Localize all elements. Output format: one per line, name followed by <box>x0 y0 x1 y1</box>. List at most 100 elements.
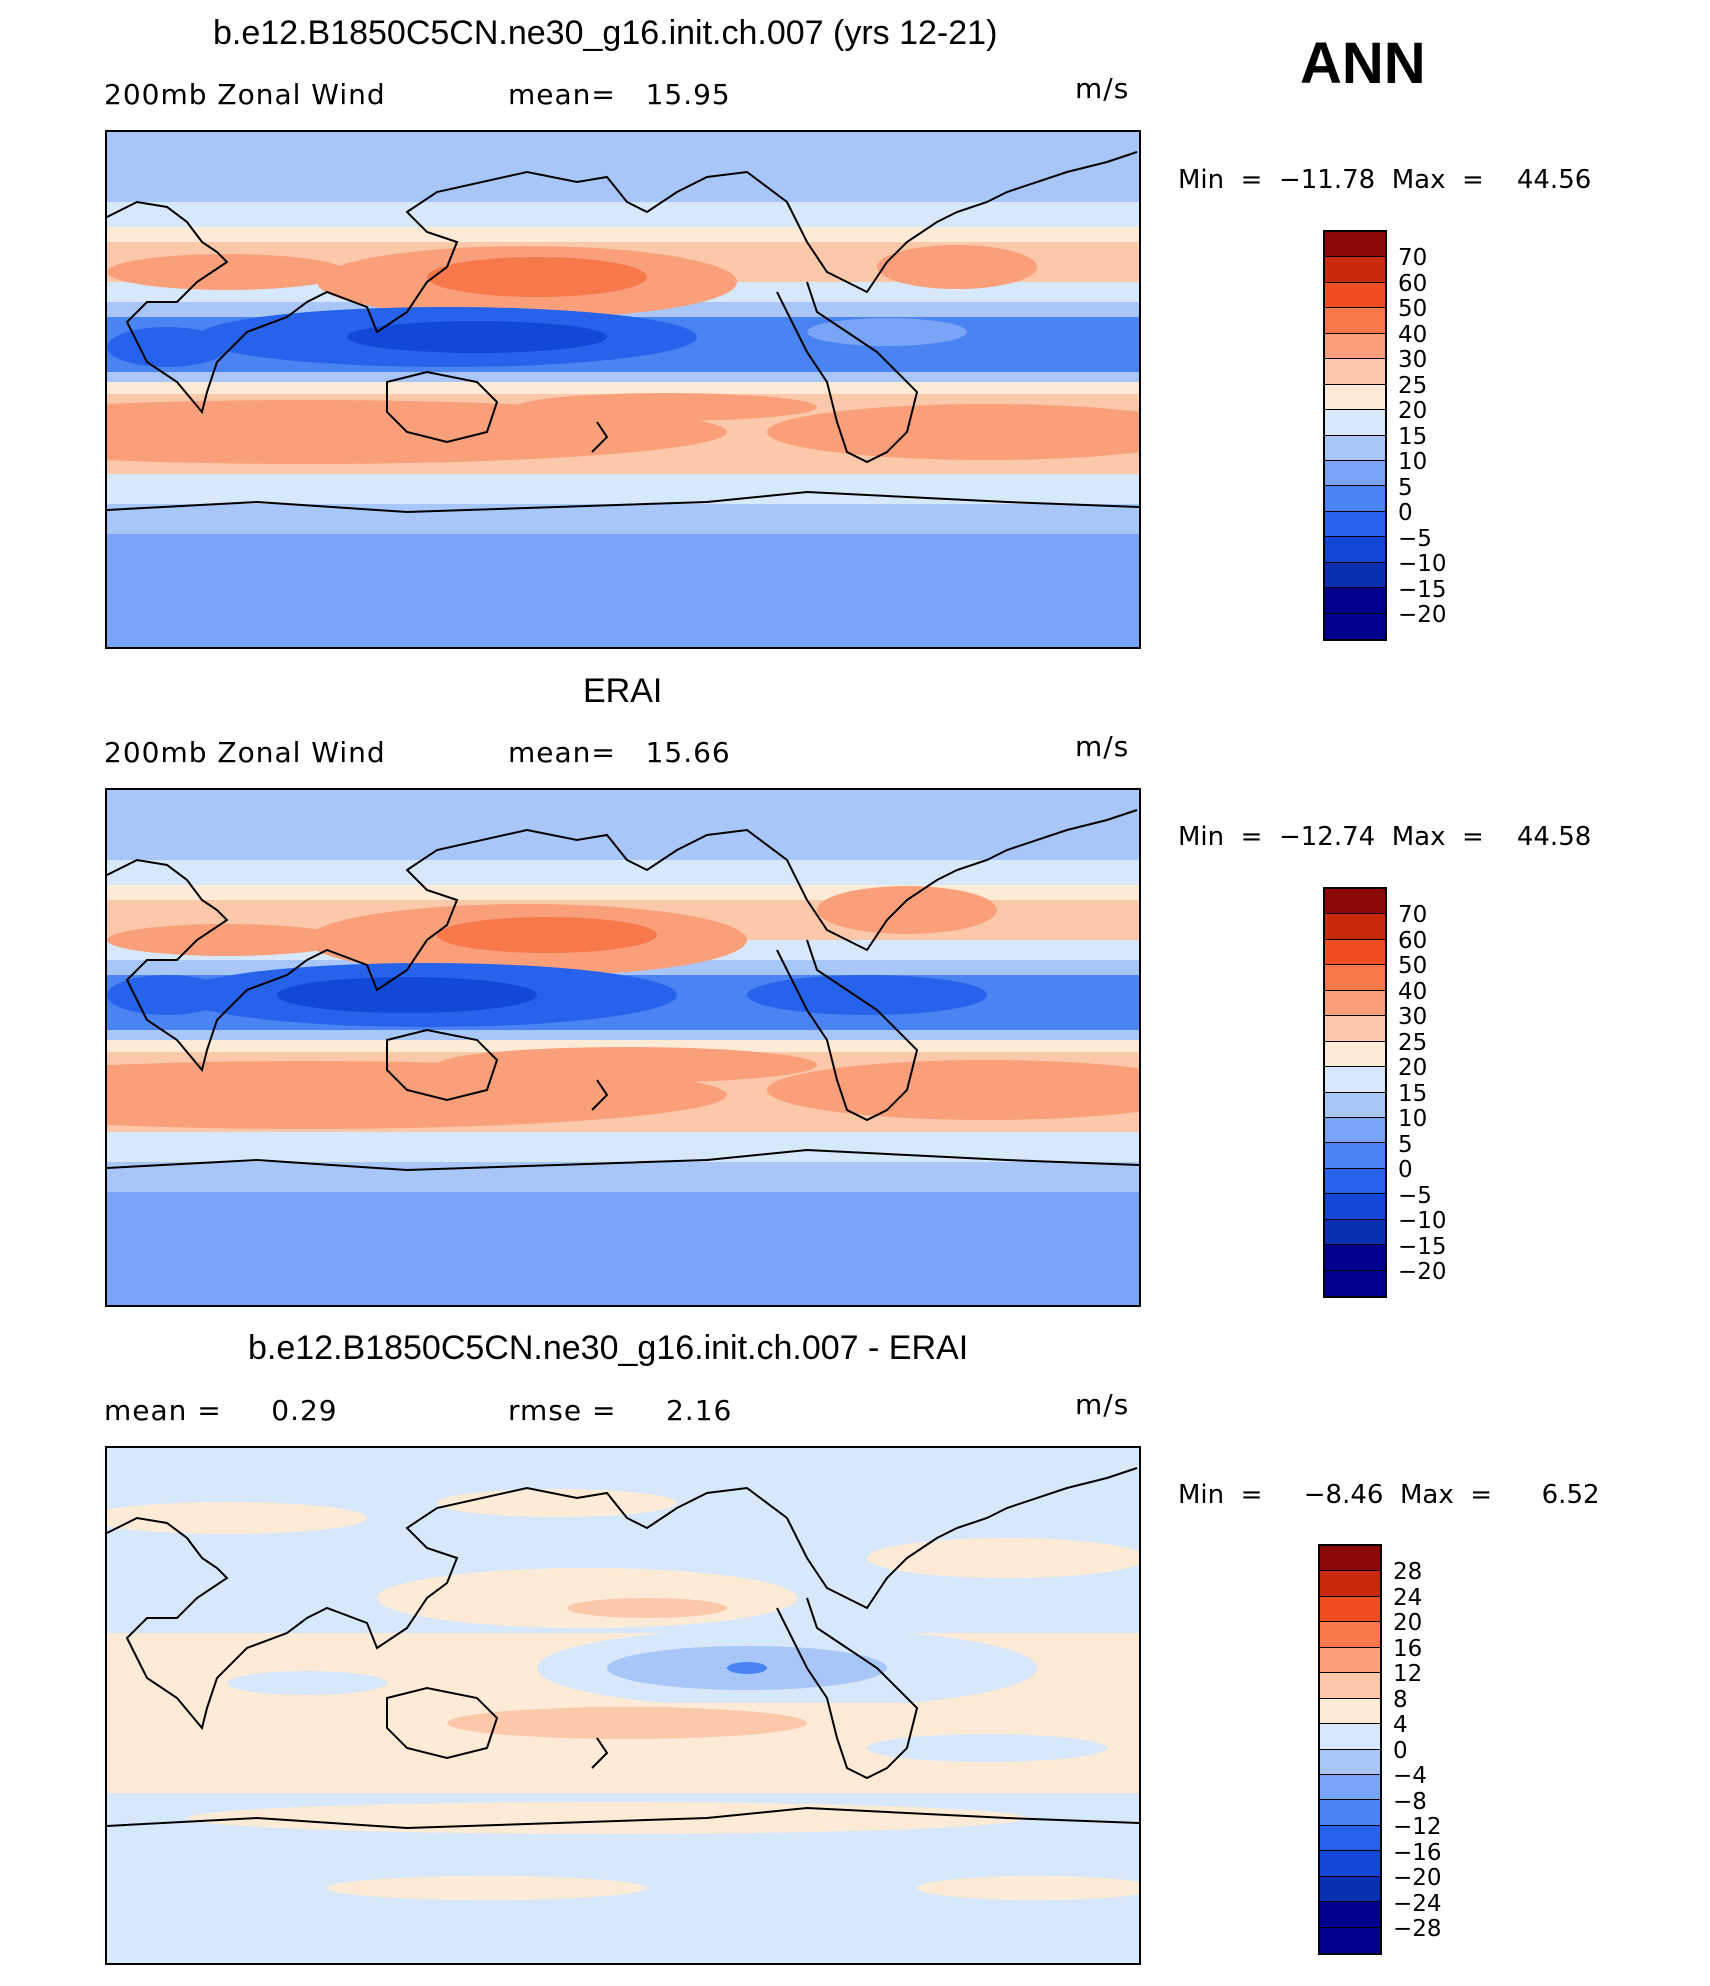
colorbar-label: −24 <box>1393 1891 1442 1917</box>
panel-3-mean-label: mean = 0.29 <box>104 1394 338 1427</box>
colorbar-segment <box>1320 1546 1380 1572</box>
panel-3-map <box>105 1446 1141 1965</box>
colorbar-segment <box>1325 460 1385 487</box>
panel-1-variable-label: 200mb Zonal Wind <box>104 78 386 111</box>
colorbar-segment <box>1325 990 1385 1017</box>
colorbar-label: −5 <box>1398 1183 1432 1209</box>
panel-3-colorbar-labels: 28 24 20 16 12 8 4 0 −4 −8 −12 −16 −20 −… <box>1393 1547 1473 1957</box>
colorbar-label: 28 <box>1393 1559 1423 1585</box>
panel-3-colorbar <box>1318 1544 1382 1955</box>
panel-2-colorbar-labels: 70 60 50 40 30 25 20 15 10 5 0 −5 −10 −1… <box>1398 890 1478 1300</box>
panel-1-title: b.e12.B1850C5CN.ne30_g16.init.ch.007 (yr… <box>213 14 998 52</box>
colorbar-segment <box>1320 1800 1380 1826</box>
panel-2-colorbar <box>1323 887 1387 1298</box>
colorbar-segment <box>1325 1092 1385 1118</box>
colorbar-segment <box>1325 914 1385 940</box>
colorbar-label: −20 <box>1398 602 1447 628</box>
colorbar-segment <box>1325 1067 1385 1093</box>
colorbar-label: 25 <box>1398 373 1428 399</box>
colorbar-label: 5 <box>1398 475 1413 501</box>
colorbar-segment <box>1320 1596 1380 1623</box>
colorbar-segment <box>1320 1927 1380 1953</box>
colorbar-label: 8 <box>1393 1687 1408 1713</box>
panel-2-minmax: Min = −12.74 Max = 44.58 <box>1178 822 1592 852</box>
colorbar-label: −16 <box>1393 1840 1442 1866</box>
colorbar-segment <box>1325 1143 1385 1169</box>
panel-3-rmse-label: rmse = 2.16 <box>508 1394 733 1427</box>
panel-1-colorbar <box>1323 230 1387 641</box>
colorbar-segment <box>1325 410 1385 436</box>
colorbar-segment <box>1320 1647 1380 1674</box>
colorbar-segment <box>1325 613 1385 639</box>
colorbar-segment <box>1325 1245 1385 1271</box>
colorbar-segment <box>1325 257 1385 283</box>
colorbar-segment <box>1325 333 1385 360</box>
panel-2-mean-label: mean= 15.66 <box>508 736 731 769</box>
colorbar-label: −28 <box>1393 1916 1442 1942</box>
colorbar-label: 70 <box>1398 245 1428 271</box>
colorbar-label: 0 <box>1398 1157 1413 1183</box>
colorbar-label: 24 <box>1393 1585 1423 1611</box>
colorbar-segment <box>1320 1851 1380 1877</box>
colorbar-segment <box>1325 435 1385 461</box>
colorbar-segment <box>1325 889 1385 915</box>
colorbar-label: 50 <box>1398 953 1428 979</box>
panel-1-units: m/s <box>1075 72 1130 105</box>
colorbar-segment <box>1320 1698 1380 1725</box>
season-label: ANN <box>1300 31 1426 96</box>
colorbar-label: 70 <box>1398 902 1428 928</box>
colorbar-segment <box>1320 1774 1380 1801</box>
colorbar-label: 12 <box>1393 1661 1423 1687</box>
colorbar-label: 50 <box>1398 296 1428 322</box>
panel-2-units: m/s <box>1075 730 1130 763</box>
colorbar-label: −8 <box>1393 1789 1427 1815</box>
colorbar-label: 30 <box>1398 347 1428 373</box>
panel-2-variable-label: 200mb Zonal Wind <box>104 736 386 769</box>
colorbar-segment <box>1325 1117 1385 1144</box>
panel-1-colorbar-labels: 70 60 50 40 30 25 20 15 10 5 0 −5 −10 −1… <box>1398 233 1478 643</box>
colorbar-label: 0 <box>1393 1738 1408 1764</box>
colorbar-segment <box>1320 1571 1380 1597</box>
colorbar-segment <box>1325 1016 1385 1042</box>
panel-3-units: m/s <box>1075 1388 1130 1421</box>
colorbar-label: 60 <box>1398 271 1428 297</box>
colorbar-label: 40 <box>1398 979 1428 1005</box>
colorbar-segment <box>1320 1749 1380 1775</box>
colorbar-segment <box>1325 1041 1385 1068</box>
colorbar-label: −20 <box>1398 1259 1447 1285</box>
colorbar-segment <box>1325 537 1385 563</box>
colorbar-label: 25 <box>1398 1030 1428 1056</box>
panel-2-title: ERAI <box>583 672 663 710</box>
colorbar-segment <box>1320 1825 1380 1852</box>
colorbar-label: −20 <box>1393 1865 1442 1891</box>
colorbar-label: −12 <box>1393 1814 1442 1840</box>
colorbar-label: 20 <box>1393 1610 1423 1636</box>
colorbar-segment <box>1320 1673 1380 1699</box>
colorbar-segment <box>1325 588 1385 614</box>
colorbar-segment <box>1320 1902 1380 1928</box>
colorbar-segment <box>1325 232 1385 258</box>
colorbar-label: 10 <box>1398 1106 1428 1132</box>
colorbar-label: 16 <box>1393 1636 1423 1662</box>
colorbar-label: 15 <box>1398 1081 1428 1107</box>
colorbar-segment <box>1325 486 1385 512</box>
colorbar-segment <box>1325 511 1385 538</box>
colorbar-label: 0 <box>1398 500 1413 526</box>
colorbar-label: 30 <box>1398 1004 1428 1030</box>
colorbar-segment <box>1325 1270 1385 1296</box>
colorbar-segment <box>1325 308 1385 334</box>
colorbar-label: 10 <box>1398 449 1428 475</box>
colorbar-label: −15 <box>1398 577 1447 603</box>
colorbar-segment <box>1325 562 1385 589</box>
colorbar-label: −10 <box>1398 551 1447 577</box>
panel-3-minmax: Min = −8.46 Max = 6.52 <box>1178 1480 1600 1510</box>
panel-3-title: b.e12.B1850C5CN.ne30_g16.init.ch.007 - E… <box>248 1329 969 1367</box>
colorbar-segment <box>1325 1168 1385 1195</box>
panel-2-map <box>105 788 1141 1307</box>
colorbar-label: 40 <box>1398 322 1428 348</box>
colorbar-segment <box>1320 1724 1380 1750</box>
colorbar-label: 20 <box>1398 1055 1428 1081</box>
colorbar-segment <box>1325 384 1385 411</box>
colorbar-label: −4 <box>1393 1763 1427 1789</box>
colorbar-label: −15 <box>1398 1234 1447 1260</box>
